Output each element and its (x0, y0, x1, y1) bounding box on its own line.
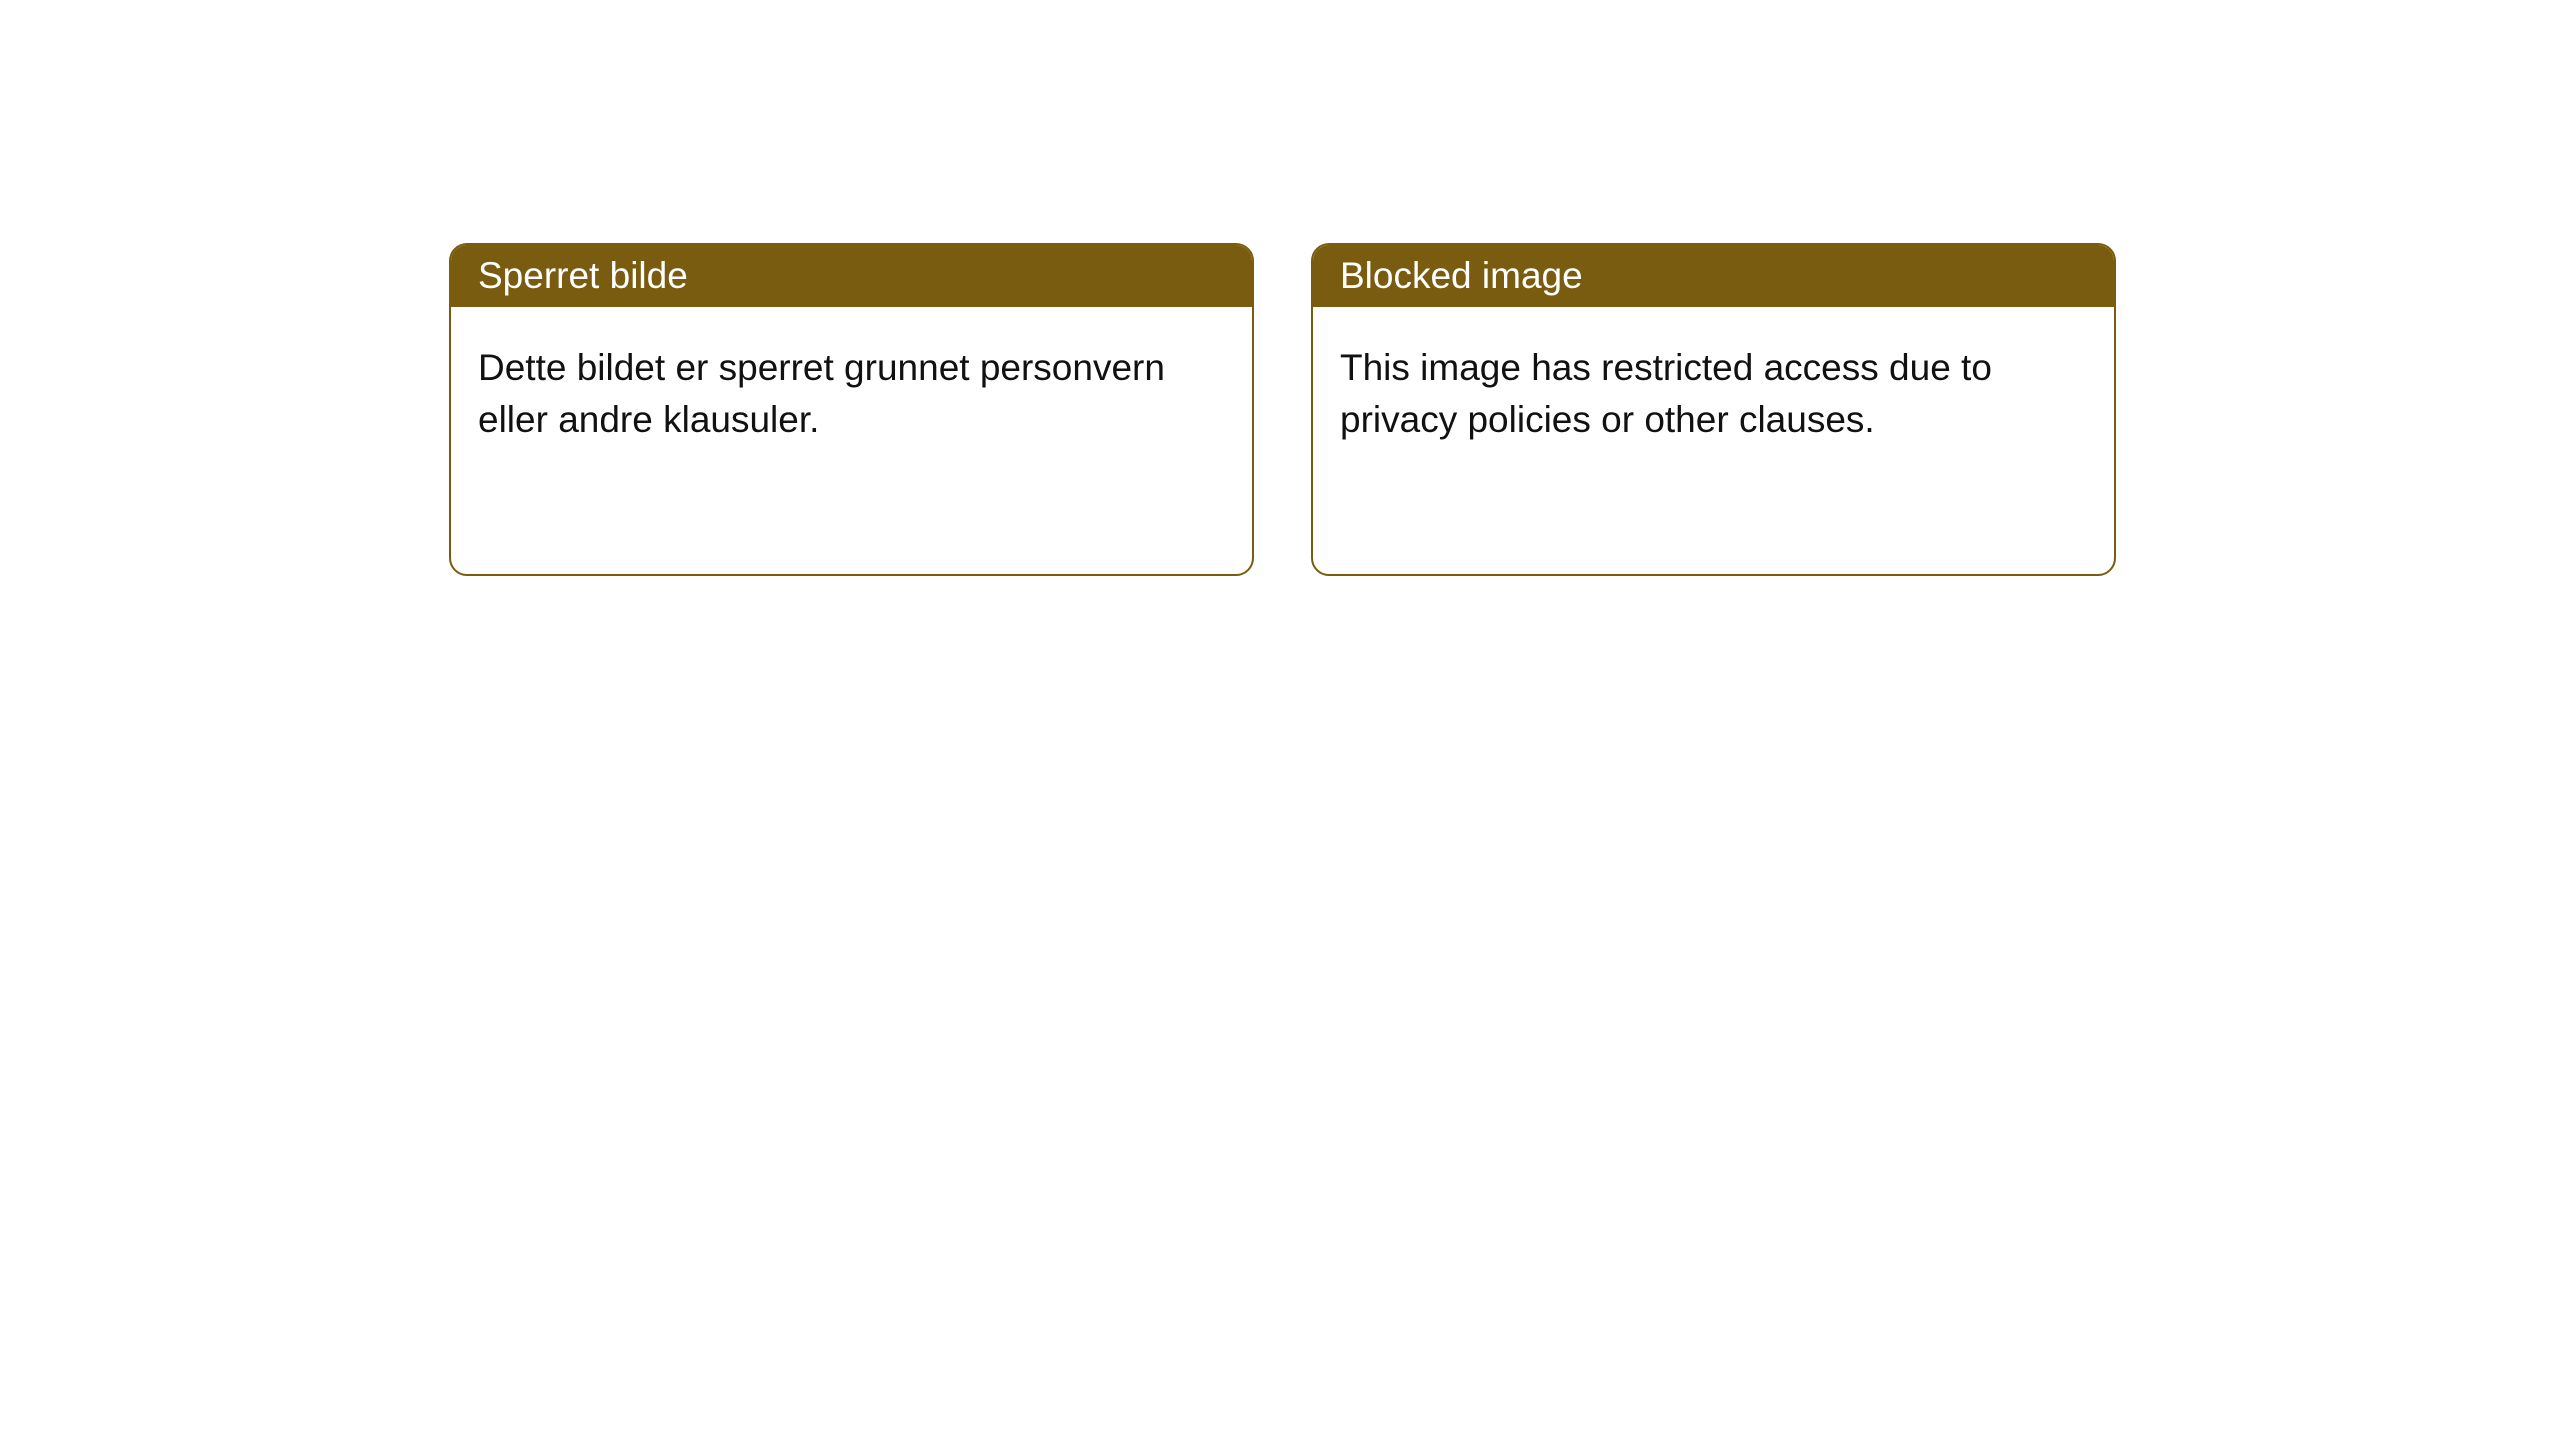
card-body-text: Dette bildet er sperret grunnet personve… (451, 307, 1252, 481)
card-title: Blocked image (1313, 245, 2114, 307)
notice-card-english: Blocked image This image has restricted … (1311, 243, 2116, 576)
notice-card-norwegian: Sperret bilde Dette bildet er sperret gr… (449, 243, 1254, 576)
notice-cards-container: Sperret bilde Dette bildet er sperret gr… (0, 0, 2560, 576)
card-title: Sperret bilde (451, 245, 1252, 307)
card-body-text: This image has restricted access due to … (1313, 307, 2114, 481)
